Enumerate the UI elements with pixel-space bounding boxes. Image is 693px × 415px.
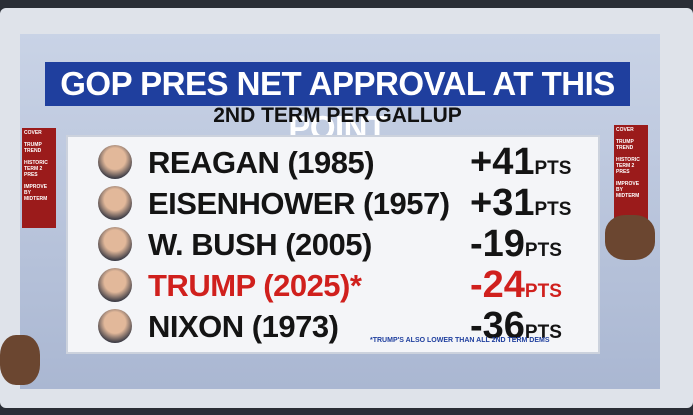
panel (66, 135, 600, 354)
menu-item: TRUMP TREND (616, 139, 634, 151)
menu-item: HISTORIC TERM 2 PRES (24, 160, 48, 178)
menu-item: TRUMP TREND (24, 142, 42, 154)
net-approval: -19PTS (470, 223, 562, 266)
portrait (98, 309, 132, 343)
net-approval: -24PTS (470, 264, 562, 307)
table-row: TRUMP (2025)* -24PTS (98, 264, 598, 307)
title: GOP PRES NET APPROVAL AT THIS POINT (45, 62, 630, 146)
hand (605, 215, 655, 260)
left-menu: COVER TRUMP TREND HISTORIC TERM 2 PRES IMPR… (22, 128, 56, 228)
menu-item: COVER (24, 130, 42, 136)
table-row: NIXON (1973) -36PTS (98, 305, 598, 348)
menu-item: IMPROVE BY MIDTERM (24, 184, 48, 202)
approval-unit: PTS (534, 199, 572, 220)
footnote: *TRUMP'S ALSO LOWER THAN ALL 2ND TERM DE… (370, 337, 550, 344)
approval-unit: PTS (524, 322, 562, 343)
portrait (98, 268, 132, 302)
approval-unit: PTS (534, 158, 572, 179)
approval-unit: PTS (524, 281, 562, 302)
table-row: W. BUSH (2005) -19PTS (98, 223, 598, 266)
president-name: NIXON (1973) (148, 309, 339, 344)
president-name: REAGAN (1985) (148, 145, 375, 180)
president-name: EISENHOWER (1957) (148, 186, 450, 221)
net-approval: +31PTS (470, 182, 571, 225)
menu-item: IMPROVE BY MIDTERM (616, 181, 640, 199)
president-name: W. BUSH (2005) (148, 227, 372, 262)
menu-item: COVER (616, 127, 634, 133)
subtitle: 2ND TERM PER GALLUP (213, 104, 462, 127)
net-approval: +41PTS (470, 141, 571, 184)
approval-value: -19 (470, 223, 525, 265)
right-menu: COVER TRUMP TREND HISTORIC TERM 2 PRES IMPR… (614, 125, 648, 225)
portrait (98, 186, 132, 220)
approval-value: -24 (470, 264, 525, 306)
menu-item: HISTORIC TERM 2 PRES (616, 157, 640, 175)
approval-value: +31 (470, 182, 535, 224)
table-row: EISENHOWER (1957) +31PTS (98, 182, 598, 225)
approval-value: +41 (470, 141, 535, 183)
table-row: REAGAN (1985) +41PTS (98, 141, 598, 184)
net-approval: -36PTS (470, 305, 562, 348)
portrait (98, 227, 132, 261)
president-name: TRUMP (2025)* (148, 268, 362, 303)
approval-unit: PTS (524, 240, 562, 261)
approval-value: -36 (470, 305, 525, 347)
portrait (98, 145, 132, 179)
hand (0, 335, 40, 385)
